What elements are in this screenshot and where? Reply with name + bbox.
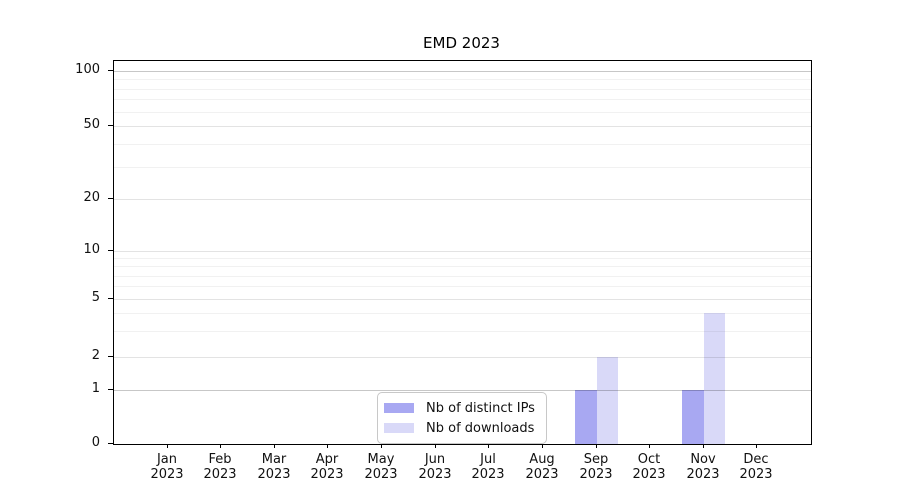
x-tick-mark (167, 444, 168, 448)
major-gridline (114, 251, 811, 252)
minor-gridline (114, 112, 811, 113)
x-tick-year: 2023 (579, 467, 613, 482)
x-tick-month: Apr (315, 452, 339, 467)
bars-layer (114, 61, 811, 444)
x-tick-mark (703, 444, 704, 448)
x-tick-month: Jan (156, 452, 178, 467)
x-tick-label-jan: Jan 2023 (125, 452, 209, 482)
y-tick-mark (108, 298, 113, 299)
x-tick-mark (596, 444, 597, 448)
x-tick-label-oct: Oct 2023 (607, 452, 691, 482)
grid-layer (114, 61, 811, 444)
x-tick-mark (220, 444, 221, 448)
y-tick-label: 5 (91, 290, 100, 305)
legend-entry: Nb of distinct IPs (384, 398, 535, 418)
x-tick-year: 2023 (525, 467, 559, 482)
minor-gridline (114, 276, 811, 277)
x-tick-year: 2023 (150, 467, 184, 482)
x-tick-label-aug: Aug 2023 (500, 452, 584, 482)
minor-gridline (114, 258, 811, 259)
x-tick-month: May (367, 452, 395, 467)
y-tick-label: 10 (83, 242, 100, 257)
x-tick-label-apr: Apr 2023 (285, 452, 369, 482)
y-tick-mark (108, 443, 113, 444)
bar-sep-downloads (596, 357, 619, 444)
legend-label: Nb of downloads (426, 420, 535, 436)
y-tick-mark (108, 70, 113, 71)
minor-gridline (114, 167, 811, 168)
x-tick-year: 2023 (257, 467, 291, 482)
x-tick-mark (381, 444, 382, 448)
major-gridline (114, 199, 811, 200)
legend-entry: Nb of downloads (384, 418, 535, 438)
x-tick-label-dec: Dec 2023 (714, 452, 798, 482)
x-tick-label-sep: Sep 2023 (554, 452, 638, 482)
legend-swatch (384, 403, 414, 413)
minor-gridline (114, 144, 811, 145)
plot-area (113, 60, 812, 445)
x-tick-year: 2023 (686, 467, 720, 482)
x-tick-label-may: May 2023 (339, 452, 423, 482)
x-tick-month: Oct (637, 452, 661, 467)
x-tick-mark (542, 444, 543, 448)
minor-gridline (114, 286, 811, 287)
y-tick-label: 20 (83, 190, 100, 205)
x-tick-mark (756, 444, 757, 448)
x-tick-year: 2023 (364, 467, 398, 482)
y-tick-label: 100 (75, 62, 100, 77)
minor-gridline (114, 89, 811, 90)
x-tick-month: Aug (529, 452, 555, 467)
x-tick-mark (488, 444, 489, 448)
minor-gridline (114, 99, 811, 100)
legend: Nb of distinct IPs Nb of downloads (377, 392, 547, 444)
emphasized-gridline (114, 390, 811, 391)
x-tick-mark (274, 444, 275, 448)
y-tick-mark (108, 250, 113, 251)
x-tick-label-nov: Nov 2023 (661, 452, 745, 482)
y-tick-mark (108, 125, 113, 126)
minor-gridline (114, 266, 811, 267)
x-tick-month: Dec (743, 452, 769, 467)
x-tick-label-jul: Jul 2023 (446, 452, 530, 482)
x-tick-year: 2023 (471, 467, 505, 482)
x-tick-month: Sep (583, 452, 609, 467)
x-tick-month: Mar (261, 452, 287, 467)
x-tick-mark (435, 444, 436, 448)
y-tick-label: 1 (91, 381, 100, 396)
y-tick-mark (108, 389, 113, 390)
minor-gridline (114, 313, 811, 314)
x-tick-month: Jun (424, 452, 446, 467)
emphasized-gridline (114, 71, 811, 72)
major-gridline (114, 126, 811, 127)
y-tick-label: 0 (91, 435, 100, 450)
x-tick-year: 2023 (418, 467, 452, 482)
chart-title: EMD 2023 (423, 34, 500, 52)
x-tick-month: Nov (690, 452, 716, 467)
x-tick-mark (327, 444, 328, 448)
y-tick-mark (108, 198, 113, 199)
x-tick-label-jun: Jun 2023 (393, 452, 477, 482)
x-tick-year: 2023 (739, 467, 773, 482)
y-tick-mark (108, 356, 113, 357)
legend-label: Nb of distinct IPs (426, 400, 535, 416)
x-tick-label-mar: Mar 2023 (232, 452, 316, 482)
x-tick-label-feb: Feb 2023 (178, 452, 262, 482)
y-tick-label: 2 (91, 348, 100, 363)
x-tick-month: Jul (480, 452, 496, 467)
bar-sep-ips (575, 390, 597, 444)
minor-gridline (114, 79, 811, 80)
major-gridline (114, 299, 811, 300)
x-tick-year: 2023 (203, 467, 237, 482)
minor-gridline (114, 331, 811, 332)
y-tick-label: 50 (83, 117, 100, 132)
x-tick-month: Feb (208, 452, 232, 467)
bar-nov-downloads (703, 313, 726, 444)
major-gridline (114, 357, 811, 358)
legend-swatch (384, 423, 414, 433)
bar-nov-ips (682, 390, 704, 444)
x-tick-year: 2023 (310, 467, 344, 482)
x-tick-year: 2023 (632, 467, 666, 482)
x-tick-mark (649, 444, 650, 448)
